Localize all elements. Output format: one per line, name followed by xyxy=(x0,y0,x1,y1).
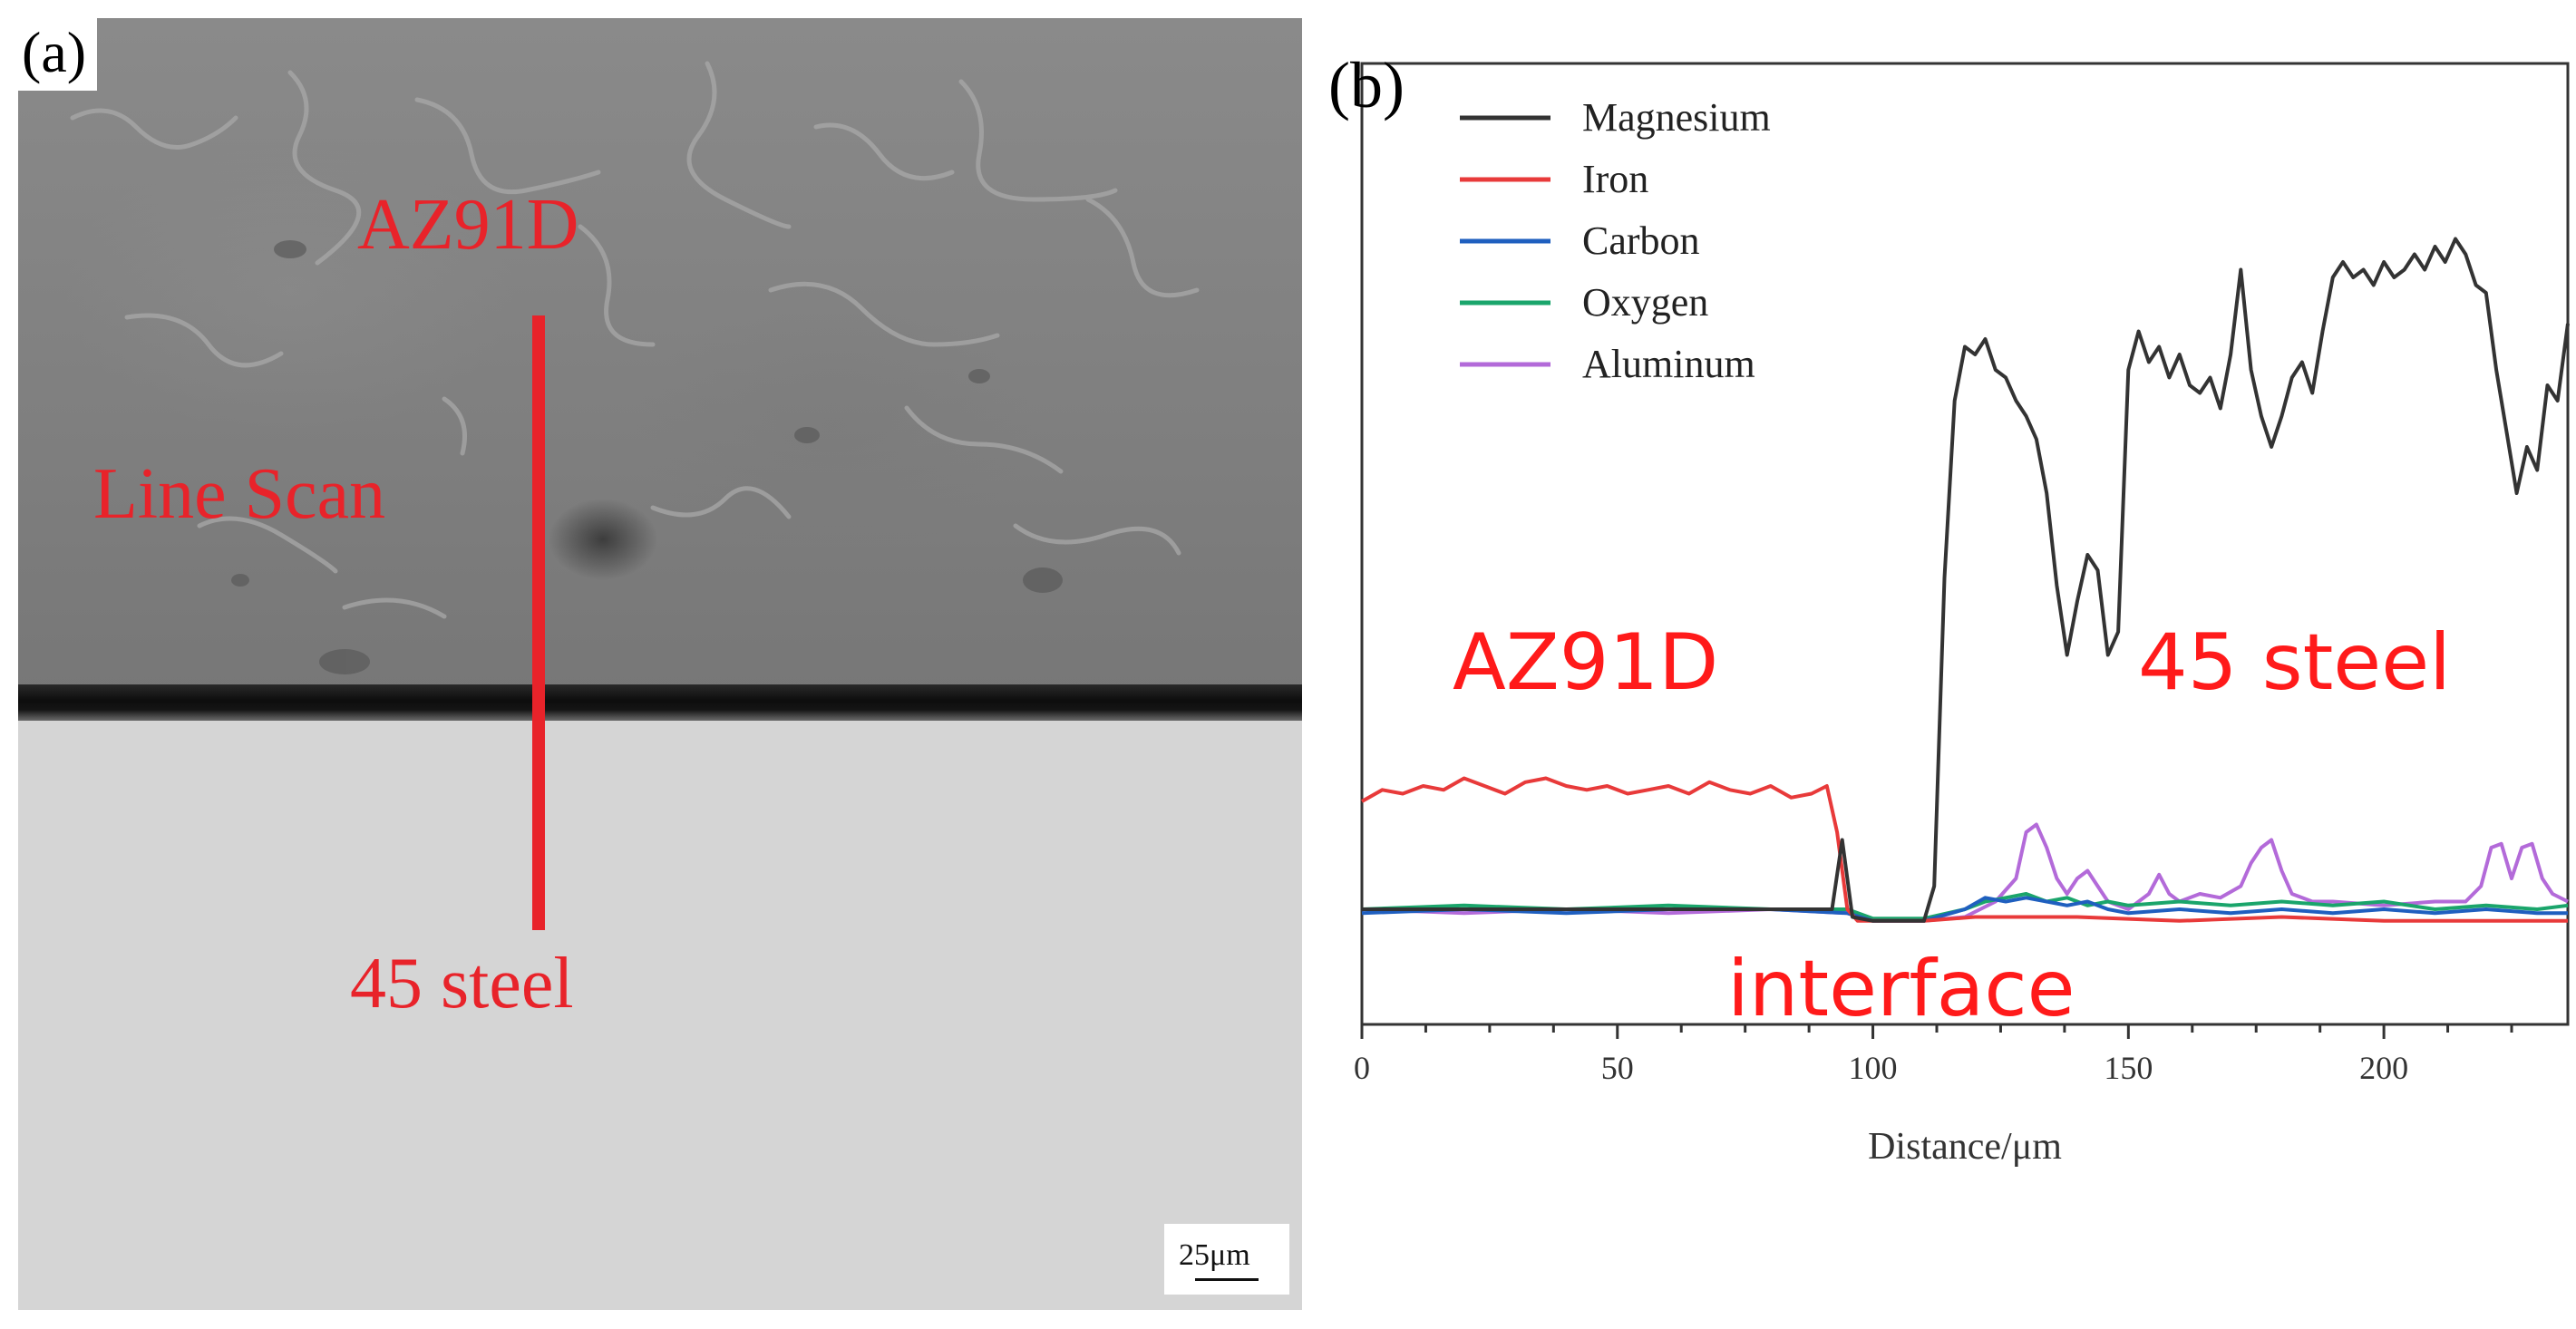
scale-bar-label: 25μm xyxy=(1179,1238,1250,1272)
x-tick-label: 0 xyxy=(1354,1050,1370,1086)
interface-annotation: interface xyxy=(1727,944,2075,1034)
line-scan-marker xyxy=(532,315,545,930)
x-tick-label: 100 xyxy=(1849,1050,1898,1086)
series-line-magnesium xyxy=(1362,237,2570,923)
microstructure-texture xyxy=(70,61,1200,674)
chart-canvas: 0 50 100 150 200 Distance/μm Magnesium Iron Ca… xyxy=(1354,62,2570,1168)
x-axis-label: Distance/μm xyxy=(1868,1126,2062,1168)
steel-region xyxy=(18,721,1302,1310)
az91d-label: AZ91D xyxy=(357,185,579,265)
interface-seam xyxy=(18,684,1302,721)
steel-annotation: 45 steel xyxy=(2138,617,2451,708)
steel-label: 45 steel xyxy=(350,944,574,1023)
legend-label-magnesium: Magnesium xyxy=(1582,95,1771,140)
x-tick-label: 50 xyxy=(1601,1050,1634,1086)
scale-bar xyxy=(1195,1278,1259,1281)
series-layer xyxy=(1361,237,2570,923)
line-scan-label: Line Scan xyxy=(93,454,386,534)
legend-label-carbon: Carbon xyxy=(1582,218,1700,263)
x-axis: 0 50 100 150 200 xyxy=(1354,1024,2513,1086)
panel-b-letter: (b) xyxy=(1328,49,1405,121)
line-scan-chart: 0 50 100 150 200 Distance/μm Magnesium Iron Ca… xyxy=(1324,18,2576,1329)
az91d-annotation: AZ91D xyxy=(1453,617,1718,708)
legend-label-oxygen: Oxygen xyxy=(1582,280,1708,325)
x-tick-label: 150 xyxy=(2104,1050,2153,1086)
legend-label-aluminum: Aluminum xyxy=(1582,342,1755,386)
legend-label-iron: Iron xyxy=(1582,157,1648,201)
panel-a-letter: (a) xyxy=(18,18,98,91)
series-line-iron xyxy=(1361,776,2568,923)
plot-frame xyxy=(1360,62,2570,1026)
x-tick-label: 200 xyxy=(2359,1050,2408,1086)
legend: Magnesium Iron Carbon Oxygen Aluminum xyxy=(1460,95,1771,386)
scale-bar-box xyxy=(1164,1224,1289,1295)
sem-micrograph xyxy=(18,18,1302,1310)
